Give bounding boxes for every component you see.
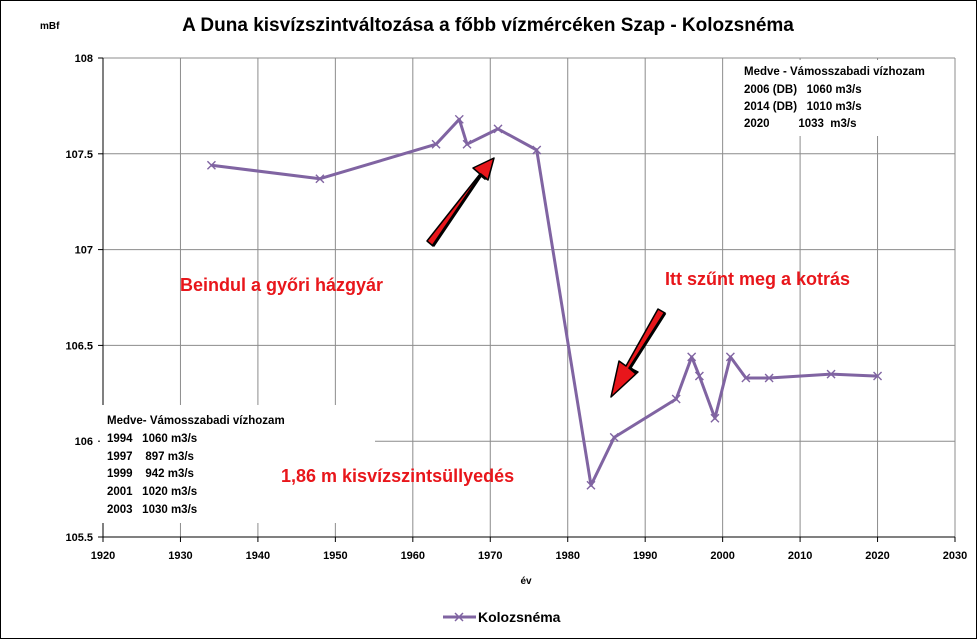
y-tick-label: 108 bbox=[75, 53, 93, 65]
annotation-drop: 1,86 m kisvízszintsüllyedés bbox=[281, 466, 514, 486]
arrow-up-right-icon bbox=[426, 157, 495, 247]
legend-label: Kolozsnéma bbox=[478, 609, 561, 625]
x-tick-label: 1940 bbox=[246, 550, 270, 562]
info-box-bottom: Medve- Vámosszabadi vízhozam 1994 1060 m… bbox=[100, 405, 375, 523]
y-tick-label: 106.5 bbox=[65, 340, 93, 352]
y-tick-label: 107 bbox=[75, 245, 93, 257]
x-tick-label: 1980 bbox=[555, 550, 579, 562]
info-bottom-heading: Medve- Vámosszabadi vízhozam bbox=[107, 415, 285, 427]
y-axis-label: mBf bbox=[40, 21, 60, 32]
info-bottom-row: 1994 1060 m3/s bbox=[107, 433, 197, 445]
info-top-row: 2020 1033 m3/s bbox=[744, 118, 857, 130]
annotation-dredging-stop: Itt szűnt meg a kotrás bbox=[665, 269, 850, 289]
series-kolozsnema bbox=[206, 114, 883, 490]
info-top-row: 2006 (DB) 1060 m3/s bbox=[744, 84, 862, 96]
data-point bbox=[586, 480, 596, 490]
legend: Kolozsnéma bbox=[443, 609, 561, 625]
data-point bbox=[431, 139, 441, 149]
data-point bbox=[741, 373, 751, 383]
data-point bbox=[532, 145, 542, 155]
info-bottom-row: 1997 897 m3/s bbox=[107, 451, 194, 463]
data-point bbox=[671, 394, 681, 404]
data-point bbox=[315, 174, 325, 184]
x-tick-label: 1950 bbox=[323, 550, 347, 562]
x-tick-label: 1920 bbox=[91, 550, 115, 562]
x-tick-label: 2030 bbox=[943, 550, 967, 562]
x-tick-label: 1970 bbox=[478, 550, 502, 562]
info-top-heading: Medve - Vámosszabadi vízhozam bbox=[744, 66, 925, 78]
data-point bbox=[454, 114, 464, 124]
x-axis-label: év bbox=[520, 576, 532, 587]
annotation-factory: Beindul a győri házgyár bbox=[180, 275, 383, 295]
data-point bbox=[826, 369, 836, 379]
data-point bbox=[206, 160, 216, 170]
data-point bbox=[462, 139, 472, 149]
x-tick-label: 2010 bbox=[788, 550, 812, 562]
x-tick-label: 1960 bbox=[401, 550, 425, 562]
data-point bbox=[725, 352, 735, 362]
info-bottom-row: 2003 1030 m3/s bbox=[107, 504, 197, 516]
x-tick-label: 1990 bbox=[633, 550, 657, 562]
tick-labels: 1920 1930 1940 1950 1960 1970 1980 1990 2000 2010… bbox=[65, 53, 967, 562]
info-top-row: 2014 (DB) 1010 m3/s bbox=[744, 101, 862, 113]
y-tick-label: 107.5 bbox=[65, 149, 93, 161]
x-tick-label: 2020 bbox=[865, 550, 889, 562]
y-tick-label: 106 bbox=[75, 436, 93, 448]
info-bottom-row: 1999 942 m3/s bbox=[107, 468, 194, 480]
data-point bbox=[710, 413, 720, 423]
data-point bbox=[764, 373, 774, 383]
arrow-down-left-icon bbox=[610, 308, 667, 398]
data-point bbox=[687, 352, 697, 362]
info-box-top: Medve - Vámosszabadi vízhozam 2006 (DB) … bbox=[733, 60, 953, 136]
data-point bbox=[493, 124, 503, 134]
x-tick-label: 1930 bbox=[168, 550, 192, 562]
data-point bbox=[609, 432, 619, 442]
chart-title: A Duna kisvízszintváltozása a főbb vízmé… bbox=[182, 15, 794, 36]
legend-marker-icon bbox=[454, 612, 464, 622]
data-point bbox=[694, 371, 704, 381]
x-tick-label: 2000 bbox=[710, 550, 734, 562]
info-bottom-row: 2001 1020 m3/s bbox=[107, 486, 197, 498]
data-point bbox=[873, 371, 883, 381]
y-tick-label: 105.5 bbox=[65, 532, 93, 544]
